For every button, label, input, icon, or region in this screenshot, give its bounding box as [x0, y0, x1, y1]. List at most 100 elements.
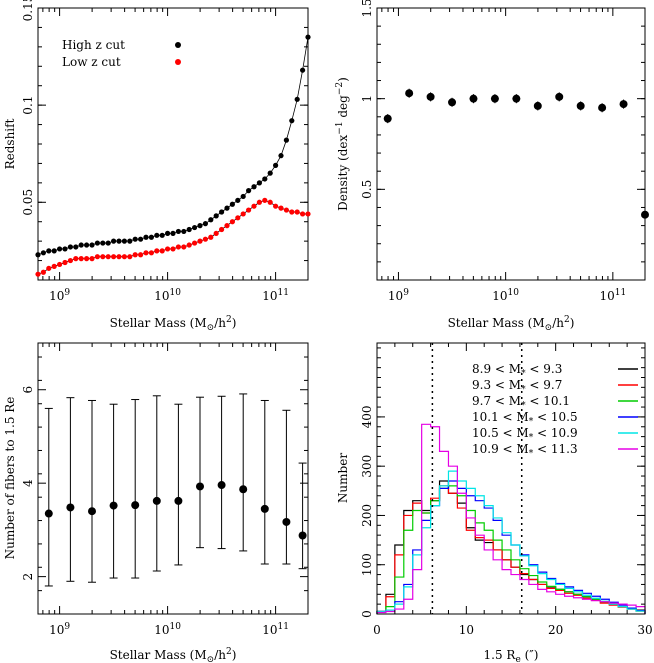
- y-tick-label: 0.1: [21, 96, 35, 115]
- data-point: [152, 496, 161, 505]
- data-point: [78, 256, 84, 262]
- legend-label: 9.3 < M* < 9.7: [472, 378, 562, 395]
- data-point: [148, 250, 154, 256]
- data-point: [57, 246, 63, 252]
- x-tick-label: 109: [49, 288, 70, 303]
- data-point: [84, 256, 90, 262]
- legend-label-high: High z cut: [62, 38, 125, 52]
- legend-label-low: Low z cut: [62, 55, 121, 69]
- data-point: [229, 201, 235, 207]
- data-point: [619, 100, 628, 109]
- legend: 8.9 < M* < 9.39.3 < M* < 9.79.7 < M* < 1…: [472, 362, 638, 459]
- x-axis-label: Stellar Mass (M⊙/h2): [448, 315, 575, 333]
- axes: 109 1010 1011 0.5 1 1.5: [360, 0, 645, 303]
- y-tick-label: 2: [21, 573, 35, 581]
- data-point: [40, 250, 47, 256]
- x-axis-label: Stellar Mass (M⊙/h2): [110, 315, 237, 333]
- data-point: [202, 221, 208, 227]
- y-tick-label: 1.5: [360, 0, 374, 18]
- data-point: [246, 207, 252, 213]
- data-point: [278, 153, 284, 159]
- x-tick-label: 30: [637, 623, 652, 637]
- data-point: [116, 254, 122, 260]
- data-point: [426, 92, 435, 101]
- y-axis-label: Redshift: [3, 118, 17, 169]
- data-point: [35, 252, 41, 258]
- data-point: [294, 96, 300, 102]
- y-tick-label: 6: [21, 386, 35, 394]
- axes: 109 1010 1011 2 4 6: [21, 343, 308, 637]
- data-point: [598, 103, 607, 112]
- data-point: [192, 224, 198, 231]
- data-point: [89, 242, 95, 248]
- data-point: [159, 232, 165, 238]
- data-point: [251, 203, 257, 209]
- data-point: [88, 507, 96, 516]
- data-point: [533, 101, 542, 110]
- redshift-panel: 109 1010 1011 0.05 0.1 0.15 High z cut Low z …: [3, 0, 311, 333]
- data-point: [148, 234, 154, 240]
- data-point: [576, 101, 585, 110]
- data-point: [62, 259, 68, 266]
- plot-frame: [37, 342, 309, 615]
- data-point: [289, 209, 295, 215]
- data-point: [186, 242, 192, 248]
- data-point: [132, 252, 138, 258]
- legend-label: 10.5 < M* < 10.9: [472, 426, 578, 443]
- y-tick-label: 0: [360, 610, 374, 618]
- data-point: [405, 89, 414, 98]
- data-point: [219, 226, 225, 233]
- data-point: [181, 228, 187, 235]
- data-point: [555, 92, 564, 101]
- data-point: [235, 215, 241, 221]
- y-tick-label: 200: [360, 504, 374, 527]
- x-tick-label: 1010: [492, 288, 519, 303]
- x-tick-label: 1011: [262, 288, 289, 303]
- y-tick-label: 400: [360, 405, 374, 428]
- data-point: [94, 240, 100, 246]
- data-point: [208, 217, 214, 223]
- data-point: [121, 254, 127, 260]
- data-point: [138, 236, 144, 242]
- y-axis-label: Number: [336, 453, 350, 503]
- data-point: [67, 244, 73, 250]
- data-point: [251, 184, 257, 190]
- data-point: [46, 248, 52, 254]
- data-point: [283, 207, 289, 213]
- data-point: [294, 209, 300, 215]
- data-point: [256, 199, 262, 205]
- data-point: [240, 193, 246, 200]
- data-point: [282, 517, 291, 526]
- data-point: [383, 114, 392, 123]
- data-point: [94, 254, 100, 260]
- data-point: [273, 162, 279, 168]
- x-tick-label: 1011: [599, 288, 626, 303]
- x-tick-label: 109: [388, 288, 409, 303]
- data-point: [196, 482, 204, 491]
- y-tick-label: 1: [360, 95, 374, 103]
- y-tick-label: 0.05: [21, 189, 35, 216]
- y-tick-label: 100: [360, 553, 374, 576]
- data-point: [186, 226, 192, 233]
- x-axis-label: 1.5 Re (″): [484, 648, 539, 663]
- data-point: [51, 263, 57, 269]
- legend-label: 10.9 < M* < 11.3: [472, 442, 578, 459]
- plot-frame: [376, 7, 646, 281]
- data-point: [105, 254, 111, 260]
- legend-label: 9.7 < M* < 10.1: [472, 394, 570, 411]
- data-point: [111, 254, 117, 260]
- legend: High z cut Low z cut: [62, 38, 181, 69]
- data-point: [300, 67, 306, 73]
- plot-area: [35, 34, 311, 277]
- x-tick-label: 20: [548, 623, 563, 637]
- data-point: [239, 485, 248, 494]
- data-point: [51, 248, 57, 254]
- data-point: [174, 496, 183, 505]
- legend-marker-high: [175, 42, 181, 48]
- y-tick-label: 4: [21, 479, 35, 487]
- data-point: [235, 197, 241, 203]
- data-point: [46, 265, 52, 271]
- x-tick-label: 10: [459, 623, 474, 637]
